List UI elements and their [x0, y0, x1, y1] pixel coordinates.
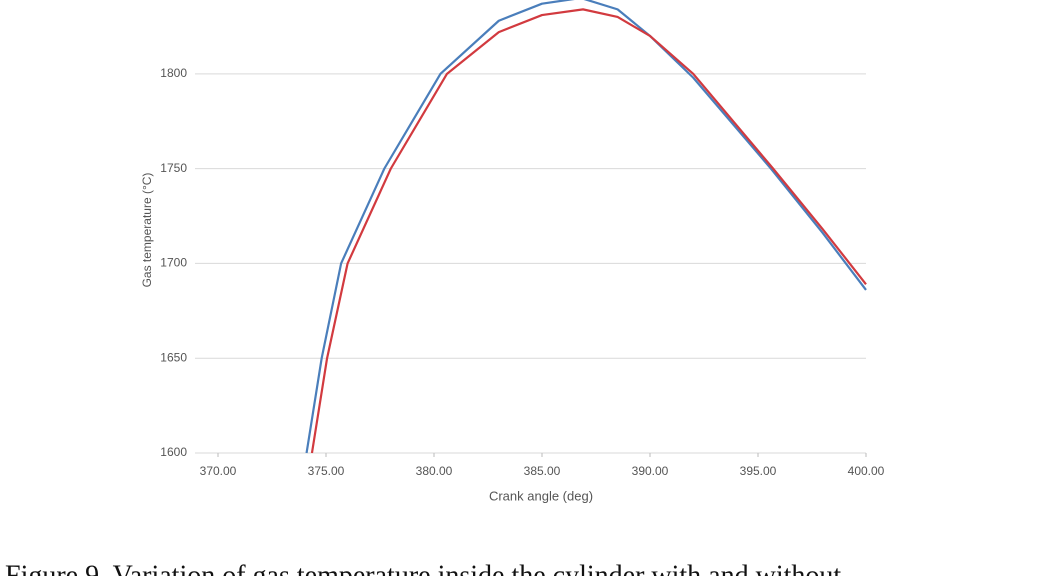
x-tick-label: 395.00: [740, 464, 777, 478]
x-tick-label: 400.00: [848, 464, 885, 478]
caption: Figure 9. Variation of gas temperature i…: [5, 560, 841, 576]
y-tick-label: 1750: [160, 161, 187, 175]
x-tick-label: 370.00: [200, 464, 237, 478]
x-tick-label: 380.00: [416, 464, 453, 478]
x-tick-label: 385.00: [524, 464, 561, 478]
grid: [195, 73, 867, 457]
y-tick-label: 1700: [160, 256, 187, 270]
x-tick-label: 375.00: [308, 464, 345, 478]
y-tick-label: 1800: [160, 66, 187, 80]
y-tick-label: 1650: [160, 350, 187, 364]
series-line: [310, 8, 867, 454]
y-tick-label: 1600: [160, 445, 187, 459]
series-line: [305, 0, 867, 454]
x-tick-label: 390.00: [632, 464, 669, 478]
y-axis-label: Gas temperature (°C): [140, 173, 154, 288]
plot-area: [305, 0, 867, 454]
x-axis-label: Crank angle (deg): [489, 488, 593, 503]
